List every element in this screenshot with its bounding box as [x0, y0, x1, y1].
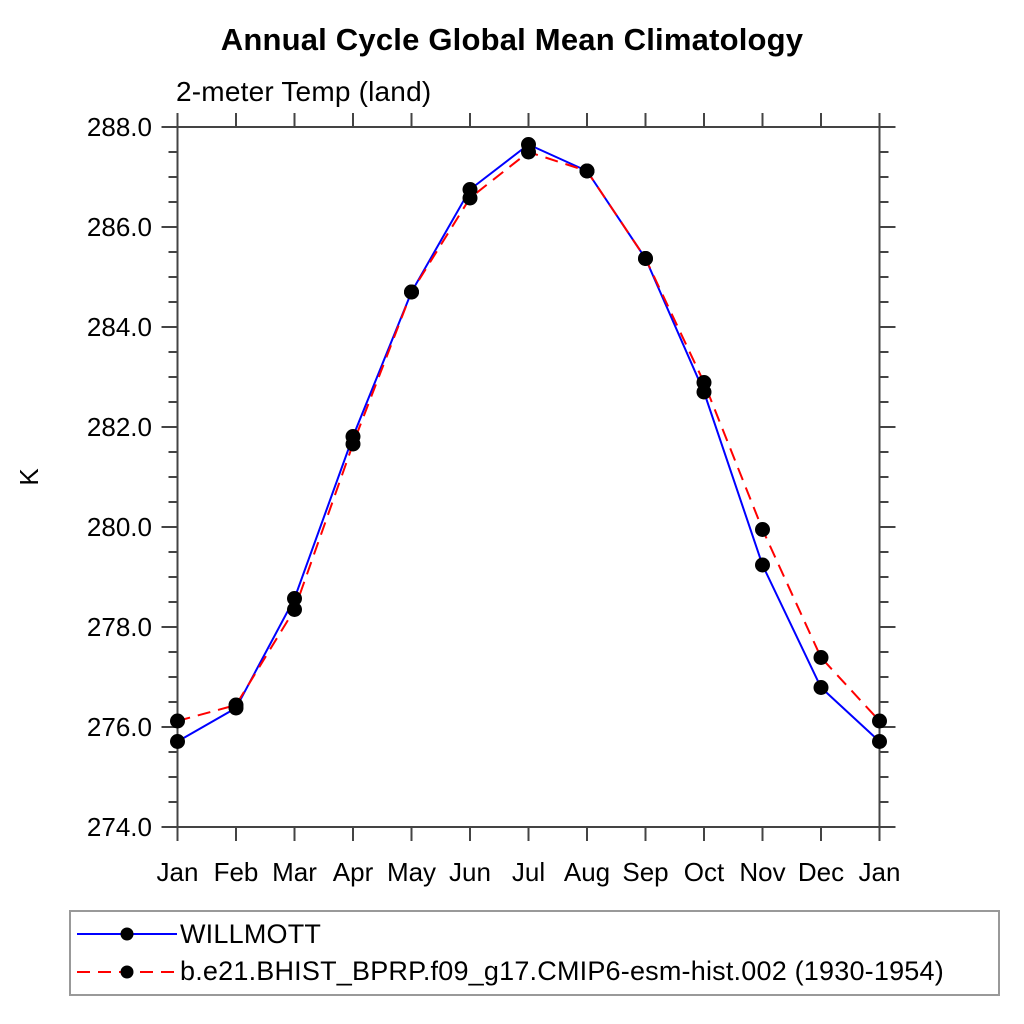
y-tick-label: 284.0 [87, 312, 152, 342]
x-tick-label: Jul [512, 857, 545, 887]
model-line-sample [77, 965, 177, 979]
y-axis-labels: 288.0 286.0 284.0 282.0 280.0 278.0 276.0 274.0 [87, 112, 152, 842]
x-tick-label: Dec [798, 857, 844, 887]
x-tick-label: Sep [622, 857, 668, 887]
x-axis-labels: Jan Feb Mar Apr May Jun Jul Aug Sep Oct Nov Dec Jan [157, 857, 901, 887]
y-axis-ticks [161, 126, 896, 828]
y-tick-label: 280.0 [87, 512, 152, 542]
y-tick-label: 276.0 [87, 712, 152, 742]
y-tick-label: 286.0 [87, 212, 152, 242]
legend-entry-willmott: WILLMOTT [71, 919, 998, 950]
legend-label-willmott: WILLMOTT [180, 918, 322, 949]
y-axis-title: K [14, 468, 44, 486]
x-tick-label: Jun [449, 857, 491, 887]
x-tick-label: Apr [333, 857, 374, 887]
series-1-line [177, 150, 881, 722]
y-tick-label: 278.0 [87, 612, 152, 642]
x-tick-label: Mar [272, 857, 317, 887]
x-tick-label: Nov [739, 857, 785, 887]
x-tick-label: Jan [859, 857, 901, 887]
chart-subtitle: 2-meter Temp (land) [176, 76, 432, 107]
legend-entry-model: b.e21.BHIST_BPRP.f09_g17.CMIP6-esm-hist.… [71, 956, 998, 987]
y-tick-label: 282.0 [87, 412, 152, 442]
series-markers [170, 137, 887, 749]
plot-frame [176, 126, 881, 828]
x-tick-label: May [387, 857, 436, 887]
series-0-line [177, 143, 881, 743]
x-axis-ticks [176, 113, 881, 841]
willmott-line-sample [77, 927, 177, 941]
legend-label-model: b.e21.BHIST_BPRP.f09_g17.CMIP6-esm-hist.… [180, 956, 944, 987]
x-tick-label: Jan [157, 857, 199, 887]
x-tick-label: Oct [684, 857, 725, 887]
y-tick-label: 274.0 [87, 812, 152, 842]
legend-box: WILLMOTT b.e21.BHIST_BPRP.f09_g17.CMIP6-… [69, 910, 1000, 996]
x-tick-label: Feb [214, 857, 259, 887]
x-tick-label: Aug [564, 857, 610, 887]
chart-title: Annual Cycle Global Mean Climatology [220, 22, 804, 57]
y-tick-label: 288.0 [87, 112, 152, 142]
